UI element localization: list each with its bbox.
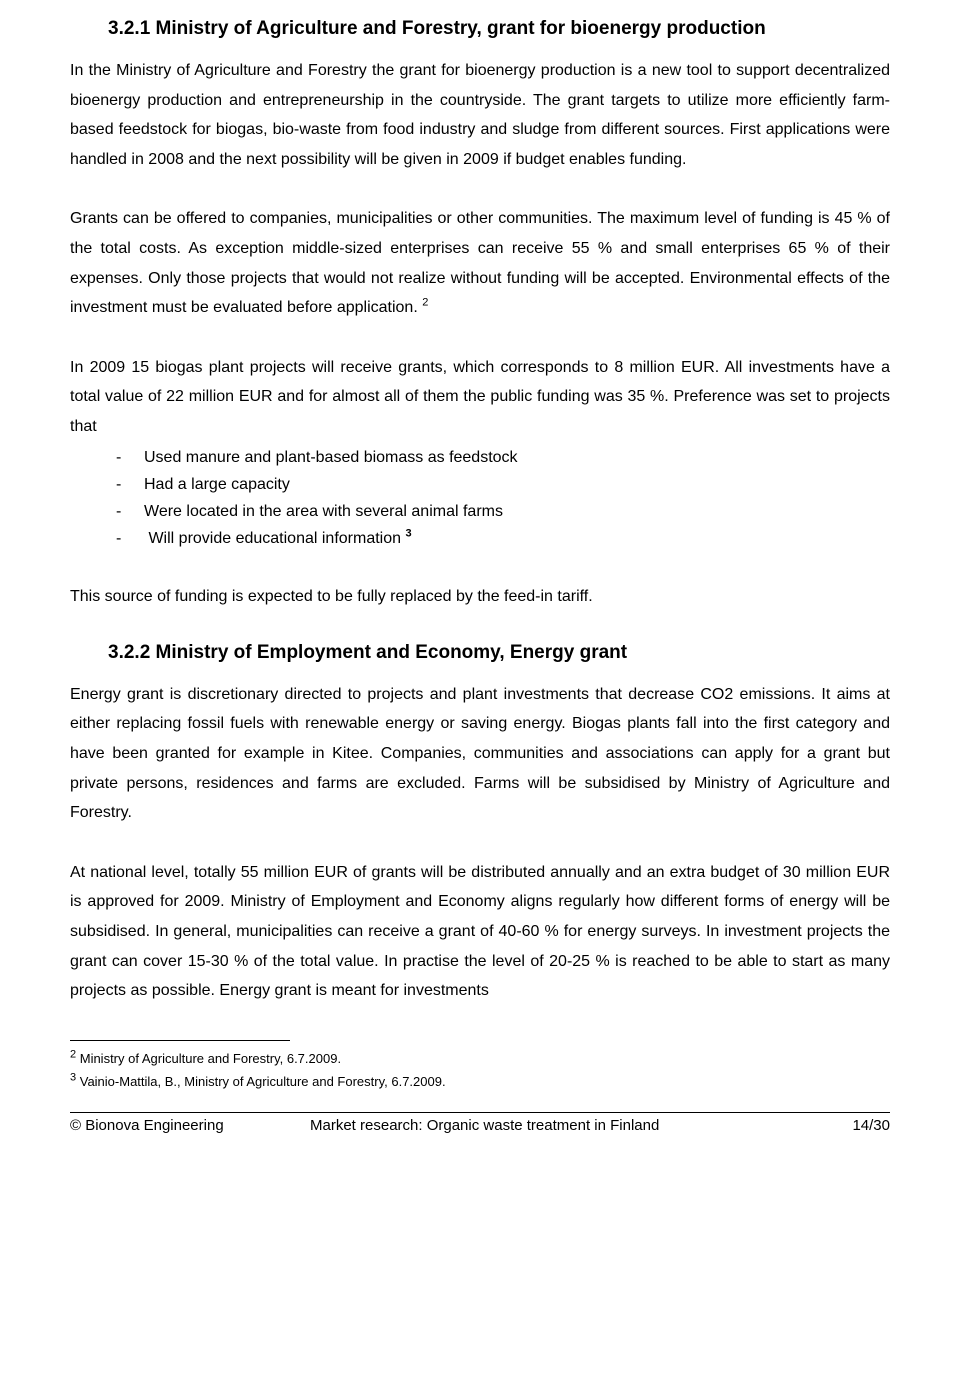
footnote-separator [70, 1040, 290, 1041]
section2-paragraph-2: At national level, totally 55 million EU… [70, 858, 890, 1006]
list-item: Will provide educational information 3 [120, 525, 890, 552]
heading-3-2-2: 3.2.2 Ministry of Employment and Economy… [70, 642, 890, 664]
list-item-text: Will provide educational information [148, 530, 405, 547]
section1-paragraph-4: This source of funding is expected to be… [70, 582, 890, 612]
list-item: Had a large capacity [120, 471, 890, 498]
preference-list: Used manure and plant-based biomass as f… [70, 444, 890, 553]
footnote-ref-3: 3 [405, 528, 411, 540]
footnote-3-text: Vainio-Mattila, B., Ministry of Agricult… [76, 1074, 445, 1089]
footnote-2-text: Ministry of Agriculture and Forestry, 6.… [76, 1051, 341, 1066]
document-page: 3.2.1 Ministry of Agriculture and Forest… [0, 0, 960, 1376]
footer-copyright: © Bionova Engineering [70, 1117, 310, 1134]
section2-paragraph-1: Energy grant is discretionary directed t… [70, 680, 890, 828]
footnote-3: 3 Vainio-Mattila, B., Ministry of Agricu… [70, 1070, 890, 1093]
section1-paragraph-1: In the Ministry of Agriculture and Fores… [70, 56, 890, 174]
section1-paragraph-2: Grants can be offered to companies, muni… [70, 204, 890, 322]
heading-3-2-1: 3.2.1 Ministry of Agriculture and Forest… [70, 18, 890, 40]
section1-paragraph-2-text: Grants can be offered to companies, muni… [70, 210, 890, 316]
footnote-2: 2 Ministry of Agriculture and Forestry, … [70, 1047, 890, 1070]
footnote-ref-2: 2 [422, 297, 428, 309]
section1-paragraph-3-lead: In 2009 15 biogas plant projects will re… [70, 353, 890, 442]
list-item: Were located in the area with several an… [120, 498, 890, 525]
page-footer: © Bionova Engineering Market research: O… [70, 1117, 890, 1150]
footer-page-number: 14/30 [810, 1117, 890, 1134]
footer-title: Market research: Organic waste treatment… [310, 1117, 810, 1134]
footer-separator [70, 1112, 890, 1113]
footnotes-block: 2 Ministry of Agriculture and Forestry, … [70, 1047, 890, 1094]
list-item: Used manure and plant-based biomass as f… [120, 444, 890, 471]
